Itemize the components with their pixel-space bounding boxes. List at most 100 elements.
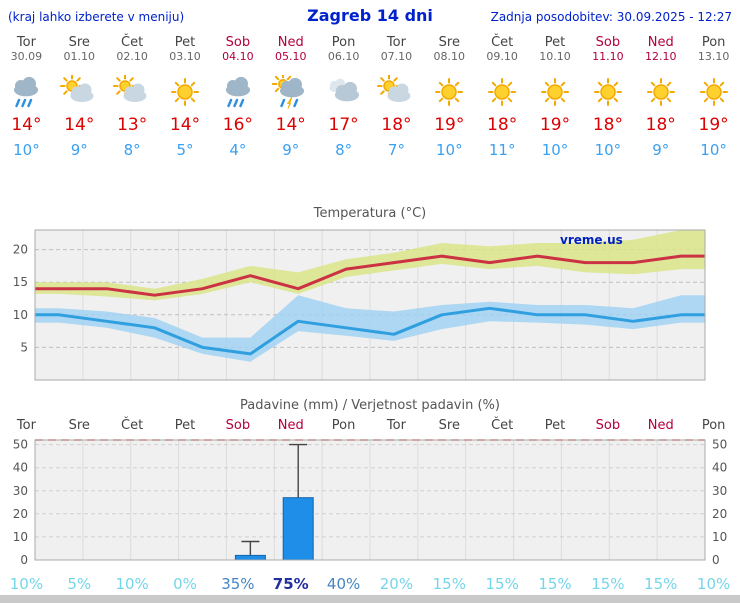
precip-day-label: Pet: [544, 418, 566, 433]
temp-min: 4°: [229, 141, 247, 159]
svg-text:15: 15: [13, 275, 28, 289]
precipitation-chart: 0 0 10 10 20 20 30 30 40 40 50 50: [0, 434, 740, 574]
svg-text:10: 10: [712, 530, 727, 544]
svg-text:20: 20: [13, 507, 28, 521]
precip-day-label: Ned: [277, 418, 304, 433]
temp-max: 14°: [11, 115, 42, 135]
temp-min: 9°: [652, 141, 670, 159]
temp-min: 5°: [176, 141, 194, 159]
day-date: 30.09: [10, 50, 43, 63]
temp-min: 10°: [13, 141, 40, 159]
day-column-09-10[interactable]: Čet 09.10 18° 11°: [476, 27, 529, 160]
svg-text:30: 30: [712, 484, 727, 498]
precip-probability: 10%: [9, 575, 44, 593]
weather-icon-sun: [159, 75, 212, 111]
watermark: vreme.us: [560, 233, 623, 247]
weather-icon-rain: [0, 75, 53, 111]
day-column-06-10[interactable]: Pon 06.10 17° 8°: [317, 27, 370, 160]
svg-text:10: 10: [13, 530, 28, 544]
day-column-13-10[interactable]: Pon 13.10 19° 10°: [687, 27, 740, 160]
day-name: Tor: [16, 35, 36, 50]
precip-probability: 10%: [115, 575, 149, 593]
weather-icon-sun: [171, 78, 199, 106]
svg-text:0: 0: [712, 553, 720, 567]
day-name: Čet: [121, 35, 144, 50]
weather-icon-partly: [53, 75, 106, 111]
weather-icon-sun: [529, 75, 582, 111]
precip-day-label: Sob: [595, 418, 621, 433]
precip-probability: 40%: [326, 575, 361, 593]
precip-day-label: Čet: [121, 418, 144, 433]
temp-min: 10°: [541, 141, 569, 159]
weather-icon-sun: [435, 78, 464, 106]
temp-min: 8°: [335, 141, 353, 159]
temperature-chart: 5 10 15 20 vreme.us: [0, 222, 740, 394]
day-name: Pon: [701, 35, 726, 50]
precip-day-label: Tor: [16, 418, 36, 433]
temp-max: 19°: [539, 115, 571, 135]
day-column-03-10[interactable]: Pet 03.10 14° 5°: [159, 27, 212, 160]
day-date: 04.10: [222, 50, 254, 63]
temp-max: 17°: [328, 115, 359, 135]
day-column-12-10[interactable]: Ned 12.10 18° 9°: [634, 27, 687, 160]
temp-max: 14°: [64, 115, 95, 135]
day-column-11-10[interactable]: Sob 11.10 18° 10°: [581, 27, 634, 160]
page-title: Zagreb 14 dni: [307, 6, 433, 25]
day-column-05-10[interactable]: Ned 05.10 14° 9°: [264, 27, 317, 160]
weather-icon-sun: [488, 78, 517, 106]
forecast-days-row: Tor 30.09 14° 10° Sre 01.10 14° 9° Čet 02.10 13° 8°…: [0, 27, 740, 160]
day-name: Pet: [544, 35, 566, 50]
svg-text:5: 5: [20, 340, 28, 354]
weather-icon-storm: [264, 75, 317, 111]
weather-icon-sun: [699, 78, 728, 106]
temp-max: 14°: [275, 115, 306, 135]
temp-max: 14°: [169, 115, 201, 135]
day-column-08-10[interactable]: Sre 08.10 19° 10°: [423, 27, 476, 160]
temp-max: 16°: [222, 115, 253, 135]
page-header: (kraj lahko izberete v meniju) Zagreb 14…: [0, 0, 740, 25]
weather-icon-cloudy: [317, 75, 370, 111]
day-name: Sob: [595, 35, 621, 50]
weather-icon-partly: [113, 75, 147, 102]
precip-probability: 5%: [67, 575, 92, 593]
weather-icon-rain: [225, 76, 250, 108]
precip-probability: 0%: [173, 575, 197, 593]
day-column-04-10[interactable]: Sob 04.10 16° 4°: [211, 27, 264, 160]
weather-icon-partly: [106, 75, 159, 111]
day-name: Ned: [277, 35, 304, 50]
precip-day-label: Pon: [701, 418, 726, 433]
precip-probability: 15%: [485, 575, 519, 593]
day-name: Čet: [491, 35, 514, 50]
weather-icon-sun: [581, 75, 634, 111]
weather-icon-cloudy: [328, 78, 359, 102]
temp-max: 18°: [487, 115, 518, 135]
svg-text:20: 20: [13, 243, 28, 257]
temp-min: 11°: [488, 141, 516, 159]
weather-icon-sun: [423, 75, 476, 111]
weather-icon-rain: [14, 76, 39, 108]
day-column-02-10[interactable]: Čet 02.10 13° 8°: [106, 27, 159, 160]
temp-max: 18°: [381, 115, 412, 135]
temp-min: 9°: [282, 141, 300, 159]
precip-day-label: Pon: [331, 418, 356, 433]
temp-min: 10°: [436, 141, 463, 159]
precip-day-label: Čet: [491, 418, 514, 433]
weather-icon-storm: [271, 75, 304, 109]
precip-probability: 75%: [272, 575, 309, 593]
temp-min: 8°: [123, 141, 141, 159]
precip-probability: 20%: [379, 575, 414, 593]
weather-icon-sun: [646, 78, 675, 106]
day-date: 13.10: [697, 50, 730, 63]
weather-icon-rain: [211, 75, 264, 111]
day-name: Pet: [174, 35, 196, 50]
day-date: 08.10: [433, 50, 466, 63]
day-date: 11.10: [592, 50, 624, 63]
day-column-30-09[interactable]: Tor 30.09 14° 10°: [0, 27, 53, 160]
precipitation-chart-svg: 0 0 10 10 20 20 30 30 40 40 50 50: [13, 438, 728, 567]
day-column-10-10[interactable]: Pet 10.10 19° 10°: [529, 27, 582, 160]
day-column-01-10[interactable]: Sre 01.10 14° 9°: [53, 27, 106, 160]
precip-day-label: Sre: [68, 418, 90, 433]
day-column-07-10[interactable]: Tor 07.10 18° 7°: [370, 27, 423, 160]
precip-day-label: Sob: [225, 418, 251, 433]
temp-min: 10°: [700, 141, 727, 159]
